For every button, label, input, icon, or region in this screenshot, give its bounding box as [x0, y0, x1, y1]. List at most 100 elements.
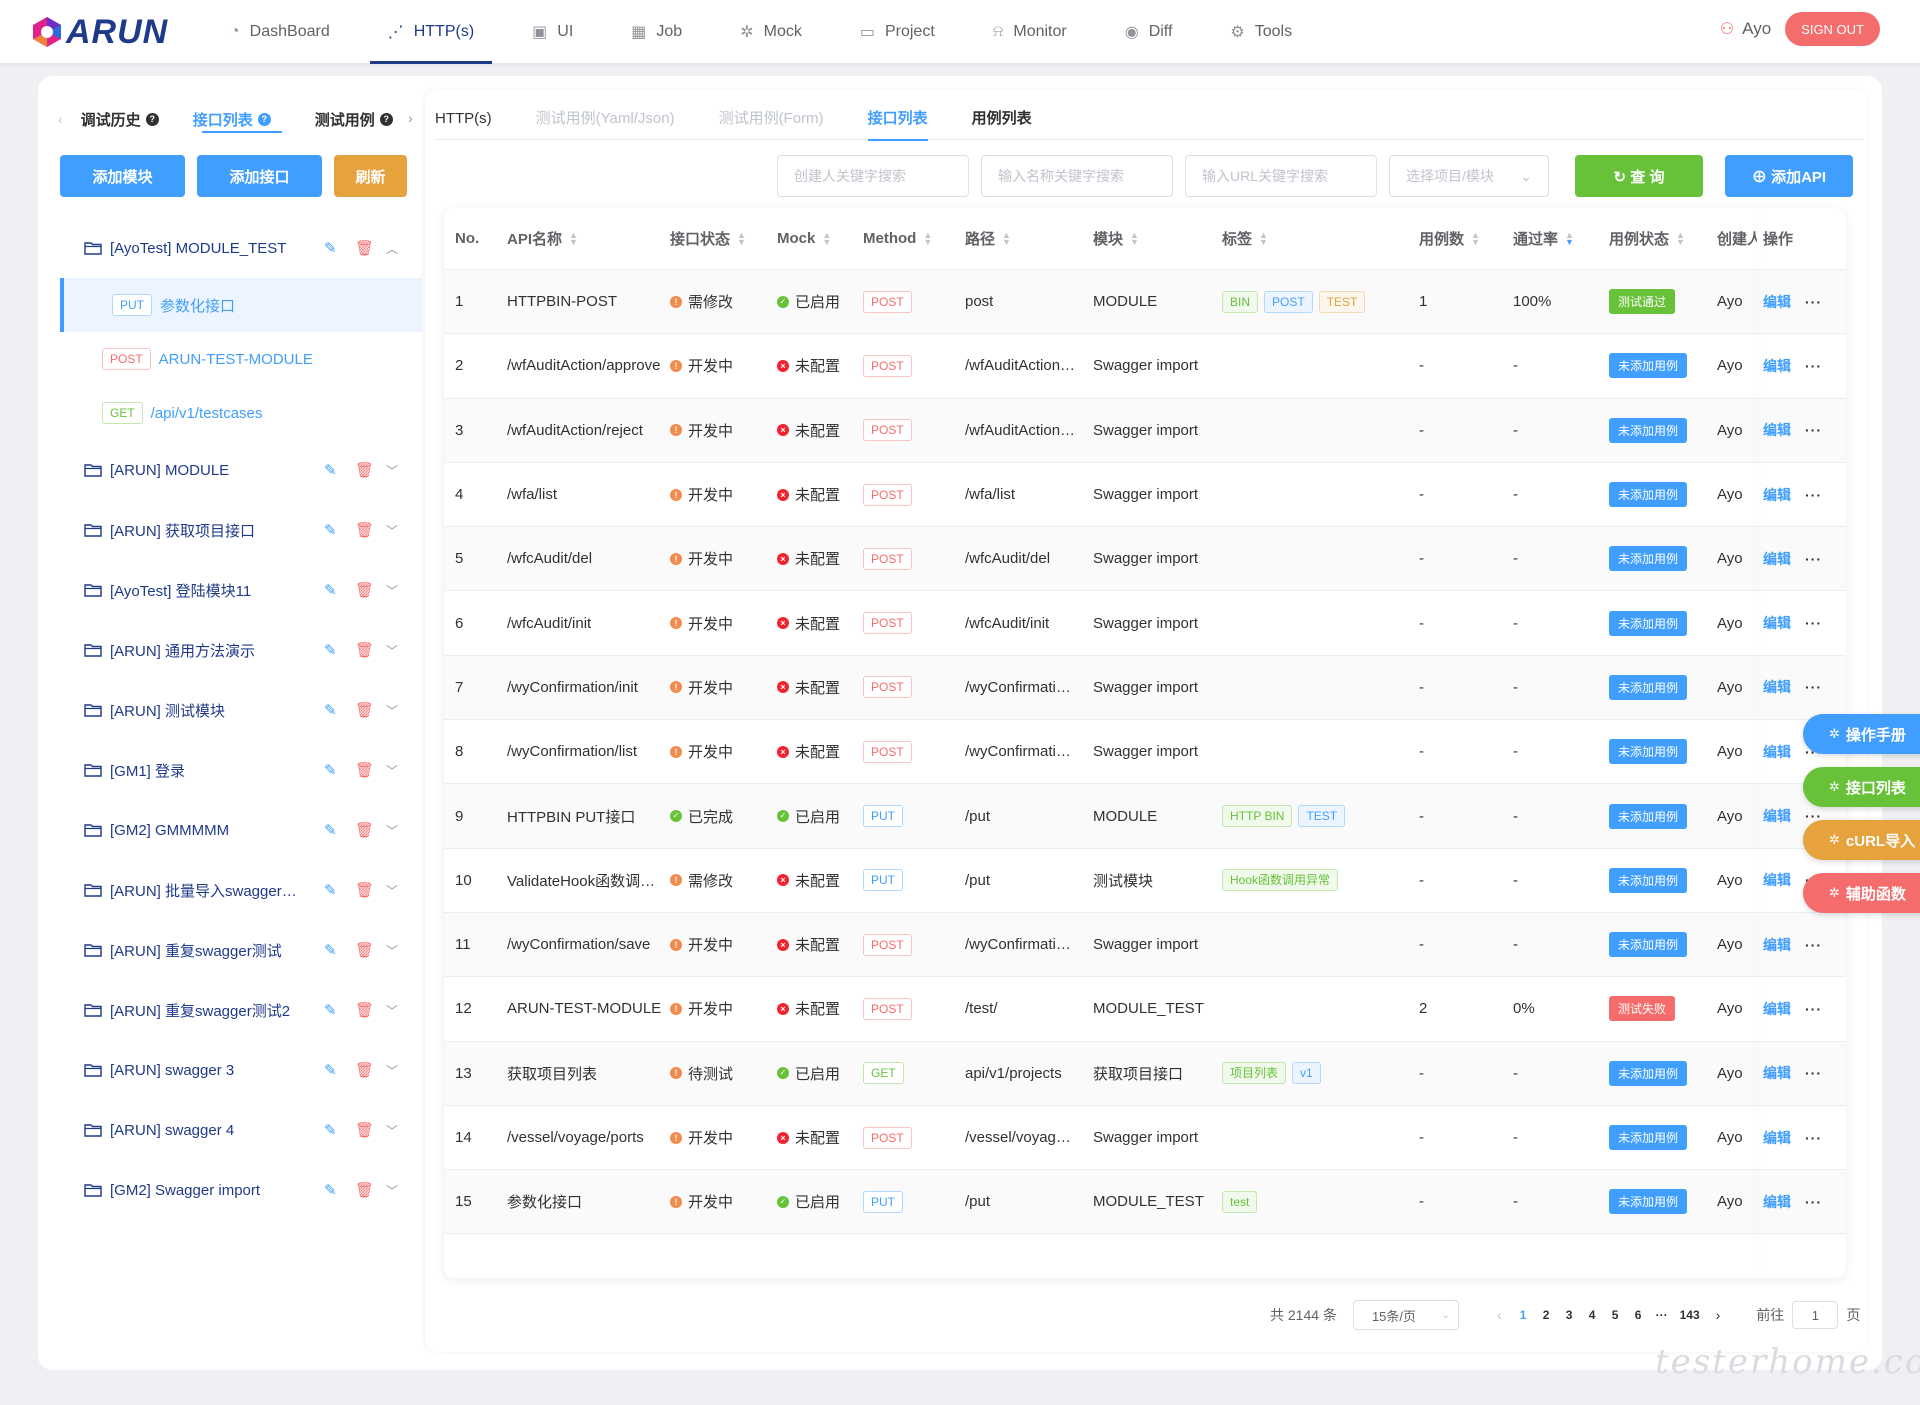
- edit-icon[interactable]: ✎: [324, 942, 337, 959]
- chevron-down-icon[interactable]: ﹀: [386, 943, 399, 958]
- more-icon[interactable]: ···: [1805, 936, 1822, 953]
- sign-out-button[interactable]: SIGN OUT: [1785, 12, 1880, 46]
- content-tab[interactable]: 接口列表: [867, 104, 928, 141]
- edit-icon[interactable]: ✎: [324, 642, 337, 659]
- tree-folder[interactable]: [ARUN] 重复swagger测试 ✎ 🗑 ﹀: [60, 920, 422, 980]
- more-icon[interactable]: ···: [1805, 615, 1822, 632]
- chevron-down-icon[interactable]: ﹀: [386, 1183, 399, 1198]
- user-name[interactable]: Ayo: [1742, 19, 1772, 38]
- content-tab[interactable]: 测试用例(Form): [718, 110, 824, 127]
- more-icon[interactable]: ···: [1805, 1129, 1822, 1146]
- edit-link[interactable]: 编辑: [1763, 1193, 1791, 1210]
- tree-folder[interactable]: [ARUN] 批量导入swagger测试 ✎ 🗑 ﹀: [60, 860, 422, 920]
- edit-icon[interactable]: ✎: [324, 882, 337, 899]
- sort-icon[interactable]: ▲ ▼: [1565, 230, 1574, 246]
- page-number[interactable]: 1: [1519, 1308, 1527, 1322]
- next-page-icon[interactable]: ›: [1715, 1307, 1721, 1323]
- more-icon[interactable]: ···: [1805, 1000, 1822, 1017]
- tree-folder[interactable]: [ARUN] 测试模块 ✎ 🗑 ﹀: [60, 680, 422, 740]
- sort-icon[interactable]: ▲ ▼: [923, 230, 932, 246]
- nav-dashboard[interactable]: ◔ DashBoard: [212, 0, 348, 64]
- creator-search-input[interactable]: [777, 155, 969, 197]
- chevron-down-icon[interactable]: ﹀: [386, 883, 399, 898]
- column-header[interactable]: 接口状态 ▲ ▼: [670, 228, 777, 249]
- more-icon[interactable]: ···: [1805, 1193, 1822, 1210]
- chevron-down-icon[interactable]: ﹀: [386, 763, 399, 778]
- edit-icon[interactable]: ✎: [324, 240, 337, 257]
- tree-folder[interactable]: [ARUN] swagger 3 ✎ 🗑 ﹀: [60, 1040, 422, 1100]
- edit-link[interactable]: 编辑: [1763, 550, 1791, 567]
- sort-icon[interactable]: ▲ ▼: [822, 230, 831, 246]
- edit-icon[interactable]: ✎: [324, 462, 337, 479]
- column-header[interactable]: 模块 ▲ ▼: [1093, 228, 1222, 249]
- edit-link[interactable]: 编辑: [1763, 936, 1791, 953]
- delete-icon[interactable]: 🗑: [355, 1122, 375, 1139]
- content-tab[interactable]: 测试用例(Yaml/Json): [535, 110, 675, 127]
- sort-icon[interactable]: ▲ ▼: [737, 230, 746, 246]
- tree-folder[interactable]: [ARUN] 重复swagger测试2 ✎ 🗑 ﹀: [60, 980, 422, 1040]
- sort-icon[interactable]: ▲ ▼: [1676, 230, 1685, 246]
- add-module-button[interactable]: 添加模块: [60, 155, 185, 197]
- url-search-input[interactable]: [1185, 155, 1377, 197]
- edit-link[interactable]: 编辑: [1763, 1000, 1791, 1017]
- delete-icon[interactable]: 🗑: [355, 642, 375, 659]
- edit-icon[interactable]: ✎: [324, 702, 337, 719]
- page-number[interactable]: 2: [1542, 1308, 1550, 1322]
- delete-icon[interactable]: 🗑: [355, 1002, 375, 1019]
- more-icon[interactable]: ···: [1805, 679, 1822, 696]
- column-header[interactable]: API名称 ▲ ▼: [498, 228, 670, 249]
- page-number[interactable]: 4: [1588, 1308, 1596, 1322]
- chevron-down-icon[interactable]: ﹀: [386, 583, 399, 598]
- nav-project[interactable]: ▭ Project: [842, 0, 953, 64]
- tab-api-list[interactable]: 接口列表 ?: [193, 109, 271, 130]
- chevron-down-icon[interactable]: ﹀: [386, 1003, 399, 1018]
- chevron-down-icon[interactable]: ﹀: [386, 823, 399, 838]
- chevron-down-icon[interactable]: ﹀: [386, 463, 399, 478]
- edit-icon[interactable]: ✎: [324, 762, 337, 779]
- edit-icon[interactable]: ✎: [324, 1062, 337, 1079]
- tree-folder[interactable]: [ARUN] MODULE ✎ 🗑 ﹀: [60, 440, 422, 500]
- edit-link[interactable]: 编辑: [1763, 1065, 1791, 1082]
- nav-tools[interactable]: ⚙ Tools: [1212, 0, 1310, 64]
- name-search-input[interactable]: [981, 155, 1173, 197]
- delete-icon[interactable]: 🗑: [355, 702, 375, 719]
- delete-icon[interactable]: 🗑: [355, 942, 375, 959]
- tree-api-item[interactable]: GET/api/v1/testcases: [60, 386, 422, 440]
- content-tab[interactable]: HTTP(s): [435, 110, 492, 127]
- edit-link[interactable]: 编辑: [1763, 486, 1791, 503]
- chevron-down-icon[interactable]: ﹀: [386, 1123, 399, 1138]
- column-header[interactable]: 标签 ▲ ▼: [1222, 228, 1416, 249]
- more-icon[interactable]: ···: [1805, 550, 1822, 567]
- delete-icon[interactable]: 🗑: [355, 882, 375, 899]
- column-header[interactable]: 路径 ▲ ▼: [965, 228, 1093, 249]
- edit-icon[interactable]: ✎: [324, 522, 337, 539]
- nav-job[interactable]: ▦ Job: [613, 0, 700, 64]
- delete-icon[interactable]: 🗑: [355, 1182, 375, 1199]
- floating-button[interactable]: ✲ 接口列表: [1803, 767, 1920, 807]
- tree-folder[interactable]: [GM1] 登录 ✎ 🗑 ﹀: [60, 740, 422, 800]
- delete-icon[interactable]: 🗑: [355, 522, 375, 539]
- tree-folder[interactable]: [GM2] Swagger import ✎ 🗑 ﹀: [60, 1160, 422, 1220]
- tabs-scroll-left-icon[interactable]: ‹: [58, 111, 63, 127]
- tree-folder[interactable]: [ARUN] swagger 4 ✎ 🗑 ﹀: [60, 1100, 422, 1160]
- more-icon[interactable]: ···: [1805, 357, 1822, 374]
- floating-button[interactable]: ✲ 操作手册: [1803, 714, 1920, 754]
- delete-icon[interactable]: 🗑: [355, 462, 375, 479]
- column-header[interactable]: 用例数 ▲ ▼: [1416, 228, 1513, 249]
- floating-button[interactable]: ✲ cURL导入: [1803, 820, 1920, 860]
- edit-icon[interactable]: ✎: [324, 1182, 337, 1199]
- nav-mock[interactable]: ✲ Mock: [722, 0, 820, 64]
- chevron-down-icon[interactable]: ﹀: [386, 643, 399, 658]
- refresh-button[interactable]: 刷新: [334, 155, 407, 197]
- page-number[interactable]: 143: [1679, 1308, 1700, 1322]
- edit-link[interactable]: 编辑: [1763, 1129, 1791, 1146]
- column-header[interactable]: Method ▲ ▼: [863, 230, 965, 247]
- chevron-up-icon[interactable]: ︿: [386, 241, 399, 256]
- tree-folder[interactable]: [ARUN] 通用方法演示 ✎ 🗑 ﹀: [60, 620, 422, 680]
- delete-icon[interactable]: 🗑: [355, 582, 375, 599]
- more-icon[interactable]: ···: [1805, 293, 1822, 310]
- column-header[interactable]: 通过率 ▲ ▼: [1513, 228, 1609, 249]
- goto-page-input[interactable]: [1792, 1301, 1839, 1329]
- edit-icon[interactable]: ✎: [324, 1002, 337, 1019]
- chevron-down-icon[interactable]: ﹀: [386, 523, 399, 538]
